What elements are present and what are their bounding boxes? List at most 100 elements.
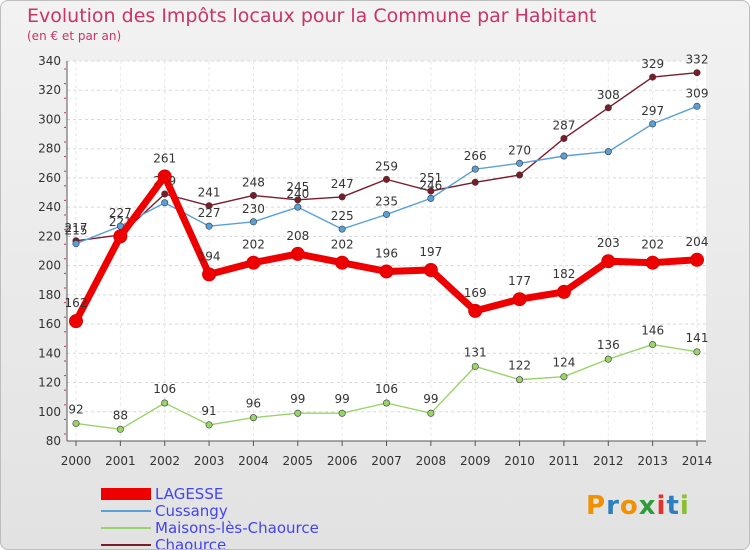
data-point	[516, 171, 524, 179]
data-label: 92	[68, 402, 83, 416]
y-tick-label: 340	[38, 54, 61, 68]
x-tick-label: 2005	[283, 454, 314, 468]
y-tick-label: 220	[38, 229, 61, 243]
data-label: 146	[641, 324, 664, 338]
data-label: 106	[375, 382, 398, 396]
chart-title: Evolution des Impôts locaux pour la Comm…	[27, 5, 597, 27]
data-point	[516, 376, 524, 384]
legend-label: LAGESSE	[155, 485, 224, 503]
data-point	[471, 165, 479, 173]
data-label: 99	[423, 392, 438, 406]
data-label: 203	[597, 236, 620, 250]
data-label: 235	[375, 194, 398, 208]
data-label: 227	[198, 206, 221, 220]
chart-subtitle: (en € et par an)	[27, 29, 122, 43]
data-label: 230	[242, 202, 265, 216]
data-label: 332	[686, 53, 709, 67]
data-point	[205, 202, 213, 210]
data-label: 141	[686, 331, 709, 345]
data-point	[604, 355, 612, 363]
data-label: 215	[65, 224, 88, 238]
x-tick-label: 2002	[149, 454, 180, 468]
data-label: 259	[375, 159, 398, 173]
data-label: 88	[113, 408, 128, 422]
data-point	[649, 73, 657, 81]
y-tick-label: 100	[38, 405, 61, 419]
data-label: 177	[508, 274, 531, 288]
y-tick-label: 200	[38, 259, 61, 273]
y-tick-label: 240	[38, 200, 61, 214]
legend-label: Cussangy	[155, 502, 228, 520]
data-point	[338, 225, 346, 233]
data-label: 227	[109, 206, 132, 220]
data-point	[338, 409, 346, 417]
data-label: 247	[331, 177, 354, 191]
x-tick-label: 2014	[682, 454, 713, 468]
data-label: 329	[641, 57, 664, 71]
data-label: 99	[335, 392, 350, 406]
data-label: 99	[290, 392, 305, 406]
data-label: 266	[464, 149, 487, 163]
data-point	[560, 373, 568, 381]
data-label: 287	[552, 118, 575, 132]
data-point	[69, 314, 83, 329]
data-label: 169	[464, 286, 487, 300]
data-label: 96	[246, 397, 261, 411]
data-label: 197	[419, 245, 442, 259]
data-point	[468, 303, 483, 318]
data-point	[249, 414, 257, 422]
legend-swatch	[101, 527, 151, 529]
data-point	[382, 175, 390, 183]
y-tick-label: 160	[38, 317, 61, 331]
y-tick-label: 180	[38, 288, 61, 302]
data-point	[161, 190, 169, 198]
data-point	[423, 263, 438, 277]
data-point	[249, 218, 257, 226]
data-label: 208	[286, 229, 309, 243]
data-point	[427, 187, 435, 195]
data-label: 124	[552, 356, 575, 370]
x-tick-label: 2000	[61, 454, 92, 468]
data-point	[693, 69, 701, 77]
data-point	[335, 255, 350, 270]
data-point	[72, 240, 80, 248]
data-point	[205, 421, 213, 429]
data-label: 245	[286, 180, 309, 194]
data-point	[161, 399, 169, 407]
data-point	[556, 284, 571, 299]
data-point	[116, 425, 124, 433]
data-label: 241	[198, 186, 221, 200]
data-label: 225	[331, 209, 354, 223]
data-point	[560, 134, 568, 142]
data-point	[294, 196, 302, 204]
logo-letter: i	[656, 491, 667, 521]
legend-label: Chaource	[155, 536, 227, 550]
data-point	[116, 222, 124, 230]
data-point	[202, 267, 217, 282]
data-point	[290, 246, 305, 261]
data-point	[338, 193, 346, 201]
logo-letter: r	[606, 491, 620, 521]
data-label: 202	[242, 238, 265, 252]
legend-swatch	[101, 544, 151, 546]
legend-swatch	[101, 488, 151, 500]
data-point	[157, 169, 172, 184]
data-point	[690, 252, 704, 267]
y-tick-label: 280	[38, 142, 61, 156]
series-lagesse: 162 261 194 202 208 202 196 197 169 177 182 203 202 2…	[65, 151, 709, 329]
data-point	[693, 348, 701, 356]
data-point	[516, 159, 524, 167]
data-point	[604, 148, 612, 156]
x-tick-label: 2006	[327, 454, 358, 468]
data-label: 202	[331, 238, 354, 252]
series-cussangy: 215 227 227 230 240 225 235 246 266 270 297 309	[65, 86, 708, 248]
x-tick-label: 2003	[194, 454, 225, 468]
logo-letter: o	[619, 491, 639, 521]
y-tick-label: 140	[38, 346, 61, 360]
data-label: 162	[65, 296, 88, 310]
data-point	[645, 255, 660, 270]
data-point	[427, 194, 435, 202]
data-label: 122	[508, 359, 531, 373]
data-label: 204	[686, 235, 709, 249]
